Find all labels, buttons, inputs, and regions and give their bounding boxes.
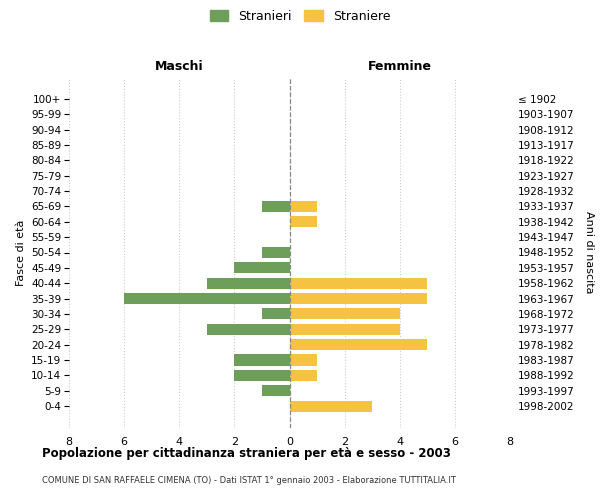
Text: Maschi: Maschi [155, 60, 203, 72]
Text: Popolazione per cittadinanza straniera per età e sesso - 2003: Popolazione per cittadinanza straniera p… [42, 448, 451, 460]
Bar [235, 370, 290, 381]
Bar [262, 201, 290, 212]
Bar [290, 324, 400, 335]
Bar [262, 308, 290, 320]
Y-axis label: Anni di nascita: Anni di nascita [584, 211, 594, 294]
Text: Femmine: Femmine [368, 60, 432, 72]
Bar [124, 293, 290, 304]
Bar [290, 370, 317, 381]
Bar [290, 400, 372, 411]
Y-axis label: Fasce di età: Fasce di età [16, 220, 26, 286]
Text: COMUNE DI SAN RAFFAELE CIMENA (TO) - Dati ISTAT 1° gennaio 2003 - Elaborazione T: COMUNE DI SAN RAFFAELE CIMENA (TO) - Dat… [42, 476, 456, 485]
Bar [235, 262, 290, 274]
Bar [262, 385, 290, 396]
Bar [207, 278, 290, 288]
Bar [290, 354, 317, 366]
Bar [290, 201, 317, 212]
Bar [290, 308, 400, 320]
Bar [262, 247, 290, 258]
Bar [290, 293, 427, 304]
Legend: Stranieri, Straniere: Stranieri, Straniere [206, 6, 394, 26]
Bar [290, 339, 427, 350]
Bar [290, 216, 317, 228]
Bar [207, 324, 290, 335]
Bar [290, 278, 427, 288]
Bar [235, 354, 290, 366]
